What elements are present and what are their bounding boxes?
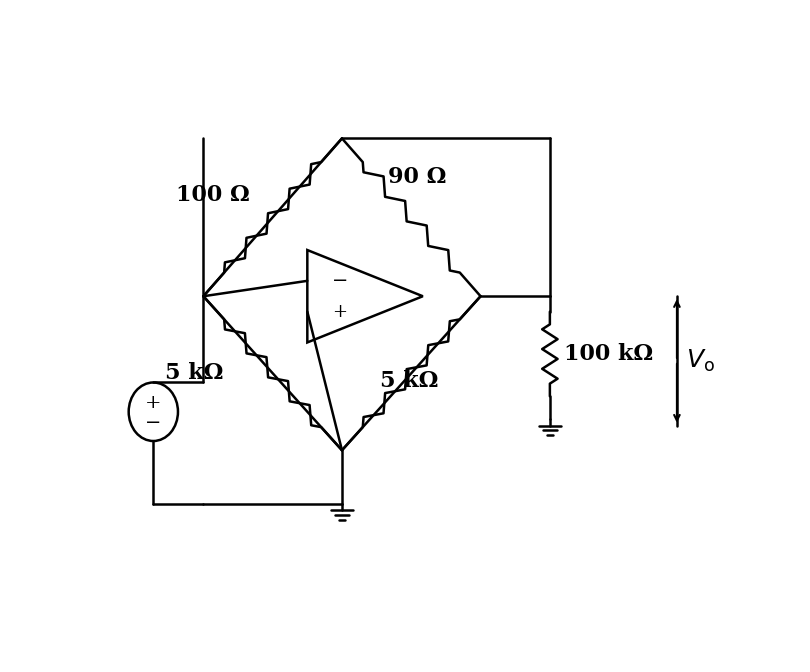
Text: −: − bbox=[331, 272, 347, 290]
Text: 100 Ω: 100 Ω bbox=[177, 183, 250, 206]
Text: −: − bbox=[145, 413, 161, 431]
Text: 5 kΩ: 5 kΩ bbox=[381, 370, 439, 392]
Text: 5 kΩ: 5 kΩ bbox=[165, 362, 224, 384]
Text: +: + bbox=[332, 302, 347, 321]
Text: 100 kΩ: 100 kΩ bbox=[564, 343, 653, 365]
Text: +: + bbox=[145, 394, 161, 411]
Text: $V_\mathrm{o}$: $V_\mathrm{o}$ bbox=[686, 348, 715, 374]
Text: 90 Ω: 90 Ω bbox=[388, 166, 446, 188]
